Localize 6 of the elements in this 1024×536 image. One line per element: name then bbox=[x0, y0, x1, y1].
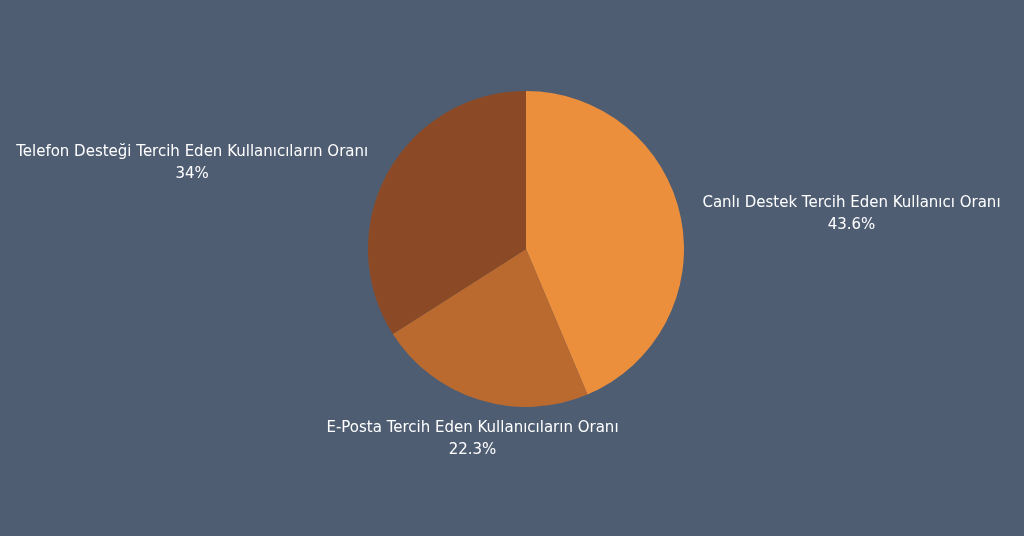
slice-label: Canlı Destek Tercih Eden Kullanıcı Oranı bbox=[702, 193, 1001, 212]
slice-label: E-Posta Tercih Eden Kullanıcıların Oranı bbox=[326, 418, 619, 437]
data-label: 34% bbox=[175, 164, 209, 183]
data-label: 43.6% bbox=[827, 215, 876, 234]
slice-label: Telefon Desteği Tercih Eden Kullanıcıların Oranı bbox=[15, 142, 369, 161]
data-label: 22.3% bbox=[448, 440, 497, 459]
